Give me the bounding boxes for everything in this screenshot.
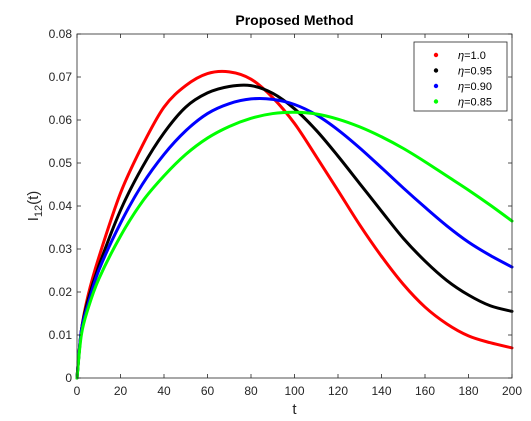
- legend-eta-symbol: η: [458, 50, 464, 62]
- legend-label-3: η=0.90: [458, 81, 492, 93]
- legend-marker-4: [433, 99, 439, 104]
- legend-eta-value: =0.90: [464, 81, 492, 93]
- series-layer: [75, 69, 514, 380]
- x-tick-label: 120: [328, 384, 348, 398]
- legend: η=1.0η=0.95η=0.90η=0.85: [413, 41, 508, 112]
- legend-eta-symbol: η: [458, 81, 464, 93]
- y-tick-label: 0.06: [49, 113, 73, 127]
- y-tick-label: 0: [65, 371, 72, 385]
- series-line-1: [75, 69, 514, 380]
- y-tick-label: 0.04: [49, 199, 73, 213]
- y-tick-label: 0.08: [49, 27, 73, 41]
- legend-label-1: η=1.0: [458, 50, 486, 62]
- y-axis-label-tail: (t): [25, 191, 42, 205]
- legend-marker-2: [433, 68, 439, 73]
- y-tick-label: 0.01: [49, 328, 73, 342]
- legend-marker-3: [433, 83, 439, 89]
- x-tick-label: 200: [502, 384, 522, 398]
- y-axis-label-subscript: 12: [33, 205, 45, 217]
- x-tick-label: 140: [371, 384, 391, 398]
- legend-entries: η=1.0η=0.95η=0.90η=0.85: [433, 50, 492, 109]
- legend-eta-value: =0.85: [464, 97, 492, 109]
- x-tick-label: 100: [284, 384, 304, 398]
- legend-label-4: η=0.85: [458, 97, 492, 109]
- y-tick-label: 0.07: [49, 70, 73, 84]
- y-tick-label: 0.02: [49, 285, 73, 299]
- x-ticks: 0 20 40 60 80 100 120 140 160 180 200: [74, 34, 522, 398]
- y-axis-label-main: I: [25, 217, 42, 221]
- x-tick-label: 40: [157, 384, 171, 398]
- x-tick-label: 60: [201, 384, 215, 398]
- x-tick-label: 160: [415, 384, 435, 398]
- x-tick-label: 180: [458, 384, 478, 398]
- series-line-2: [75, 83, 514, 380]
- legend-eta-symbol: η: [458, 97, 464, 109]
- legend-eta-value: =1.0: [464, 50, 486, 62]
- x-axis-label: t: [292, 401, 297, 418]
- y-axis-label: I12(t): [25, 191, 45, 222]
- x-tick-label: 0: [74, 384, 81, 398]
- x-tick-label: 20: [114, 384, 128, 398]
- y-tick-label: 0.05: [49, 156, 73, 170]
- legend-box: [413, 41, 508, 112]
- series-line-3: [75, 97, 514, 380]
- series-line-4: [75, 110, 514, 380]
- legend-marker-1: [433, 52, 439, 58]
- legend-label-2: η=0.95: [458, 66, 492, 78]
- y-ticks: 0 0.01 0.02 0.03 0.04 0.05 0.06 0.07 0.08: [49, 27, 512, 385]
- y-tick-label: 0.03: [49, 242, 73, 256]
- legend-eta-value: =0.95: [464, 66, 492, 78]
- chart-title: Proposed Method: [235, 12, 353, 28]
- x-tick-label: 80: [244, 384, 258, 398]
- legend-eta-symbol: η: [458, 66, 464, 78]
